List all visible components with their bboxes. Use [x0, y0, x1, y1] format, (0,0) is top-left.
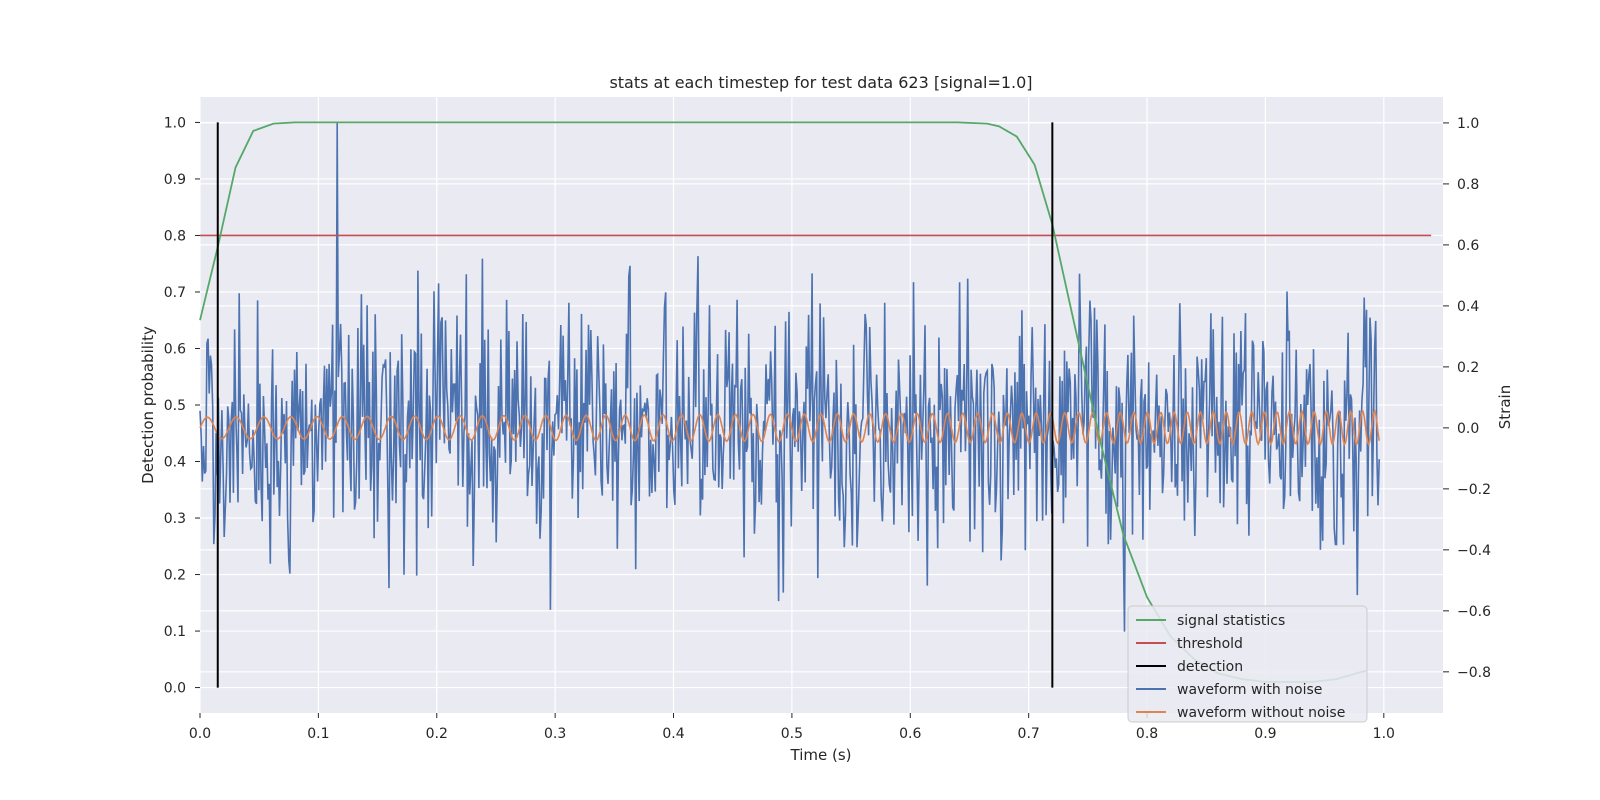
- y2-tick-label: −0.8: [1457, 665, 1491, 681]
- y2-tick-label: 0.8: [1457, 177, 1479, 193]
- y2-axis-title: Strain: [1496, 385, 1514, 429]
- y-axis-title: Detection probability: [139, 326, 157, 484]
- y2-tick-label: 1.0: [1457, 116, 1479, 132]
- x-tick-label: 0.5: [781, 726, 803, 742]
- legend-label: detection: [1177, 659, 1243, 675]
- x-tick-label: 0.0: [189, 726, 211, 742]
- y-tick-label: 0.2: [164, 568, 186, 584]
- y2-tick-label: −0.2: [1457, 482, 1491, 498]
- legend-label: signal statistics: [1177, 613, 1285, 629]
- legend: signal statistics threshold detection wavef…: [1127, 605, 1368, 723]
- y-tick-label: 0.7: [164, 285, 186, 301]
- y-tick-label: 0.9: [164, 172, 186, 188]
- x-tick-label: 1.0: [1373, 726, 1395, 742]
- y2-tick-label: 0.2: [1457, 360, 1479, 376]
- y2-tick-label: 0.4: [1457, 299, 1479, 315]
- y2-tick-label: −0.6: [1457, 604, 1491, 620]
- legend-label: waveform without noise: [1177, 705, 1345, 721]
- y-tick-label: 1.0: [164, 115, 186, 131]
- legend-label: waveform with noise: [1177, 682, 1322, 698]
- y2-tick-label: 0.0: [1457, 421, 1479, 437]
- y2-tick-label: 0.6: [1457, 238, 1479, 254]
- chart-title: stats at each timestep for test data 623…: [609, 73, 1032, 92]
- x-tick-label: 0.9: [1254, 726, 1276, 742]
- x-tick-label: 0.1: [307, 726, 329, 742]
- x-tick-label: 0.4: [662, 726, 684, 742]
- y-tick-label: 0.6: [164, 341, 186, 357]
- legend-box: [1127, 605, 1368, 723]
- y2-tick-label: −0.4: [1457, 543, 1491, 559]
- x-tick-label: 0.6: [899, 726, 921, 742]
- y-tick-label: 0.3: [164, 511, 186, 527]
- y-tick-label: 0.5: [164, 398, 186, 414]
- y-tick-label: 0.8: [164, 228, 186, 244]
- y-tick-label: 0.1: [164, 624, 186, 640]
- x-axis-title: Time (s): [790, 746, 852, 764]
- y-tick-label: 0.4: [164, 455, 186, 471]
- legend-label: threshold: [1177, 636, 1243, 652]
- series-waveform-without-noise: [199, 408, 1380, 447]
- x-tick-label: 0.3: [544, 726, 566, 742]
- x-tick-label: 0.7: [1018, 726, 1040, 742]
- x-tick-label: 0.2: [426, 726, 448, 742]
- x-tick-label: 0.8: [1136, 726, 1158, 742]
- y-tick-label: 0.0: [164, 681, 186, 697]
- axes: 0.0 0.1 0.2 0.3 0.4 0.5 0.6 0.7 0.8 0.9 1.0 0.0 0.1 0…: [164, 115, 1491, 742]
